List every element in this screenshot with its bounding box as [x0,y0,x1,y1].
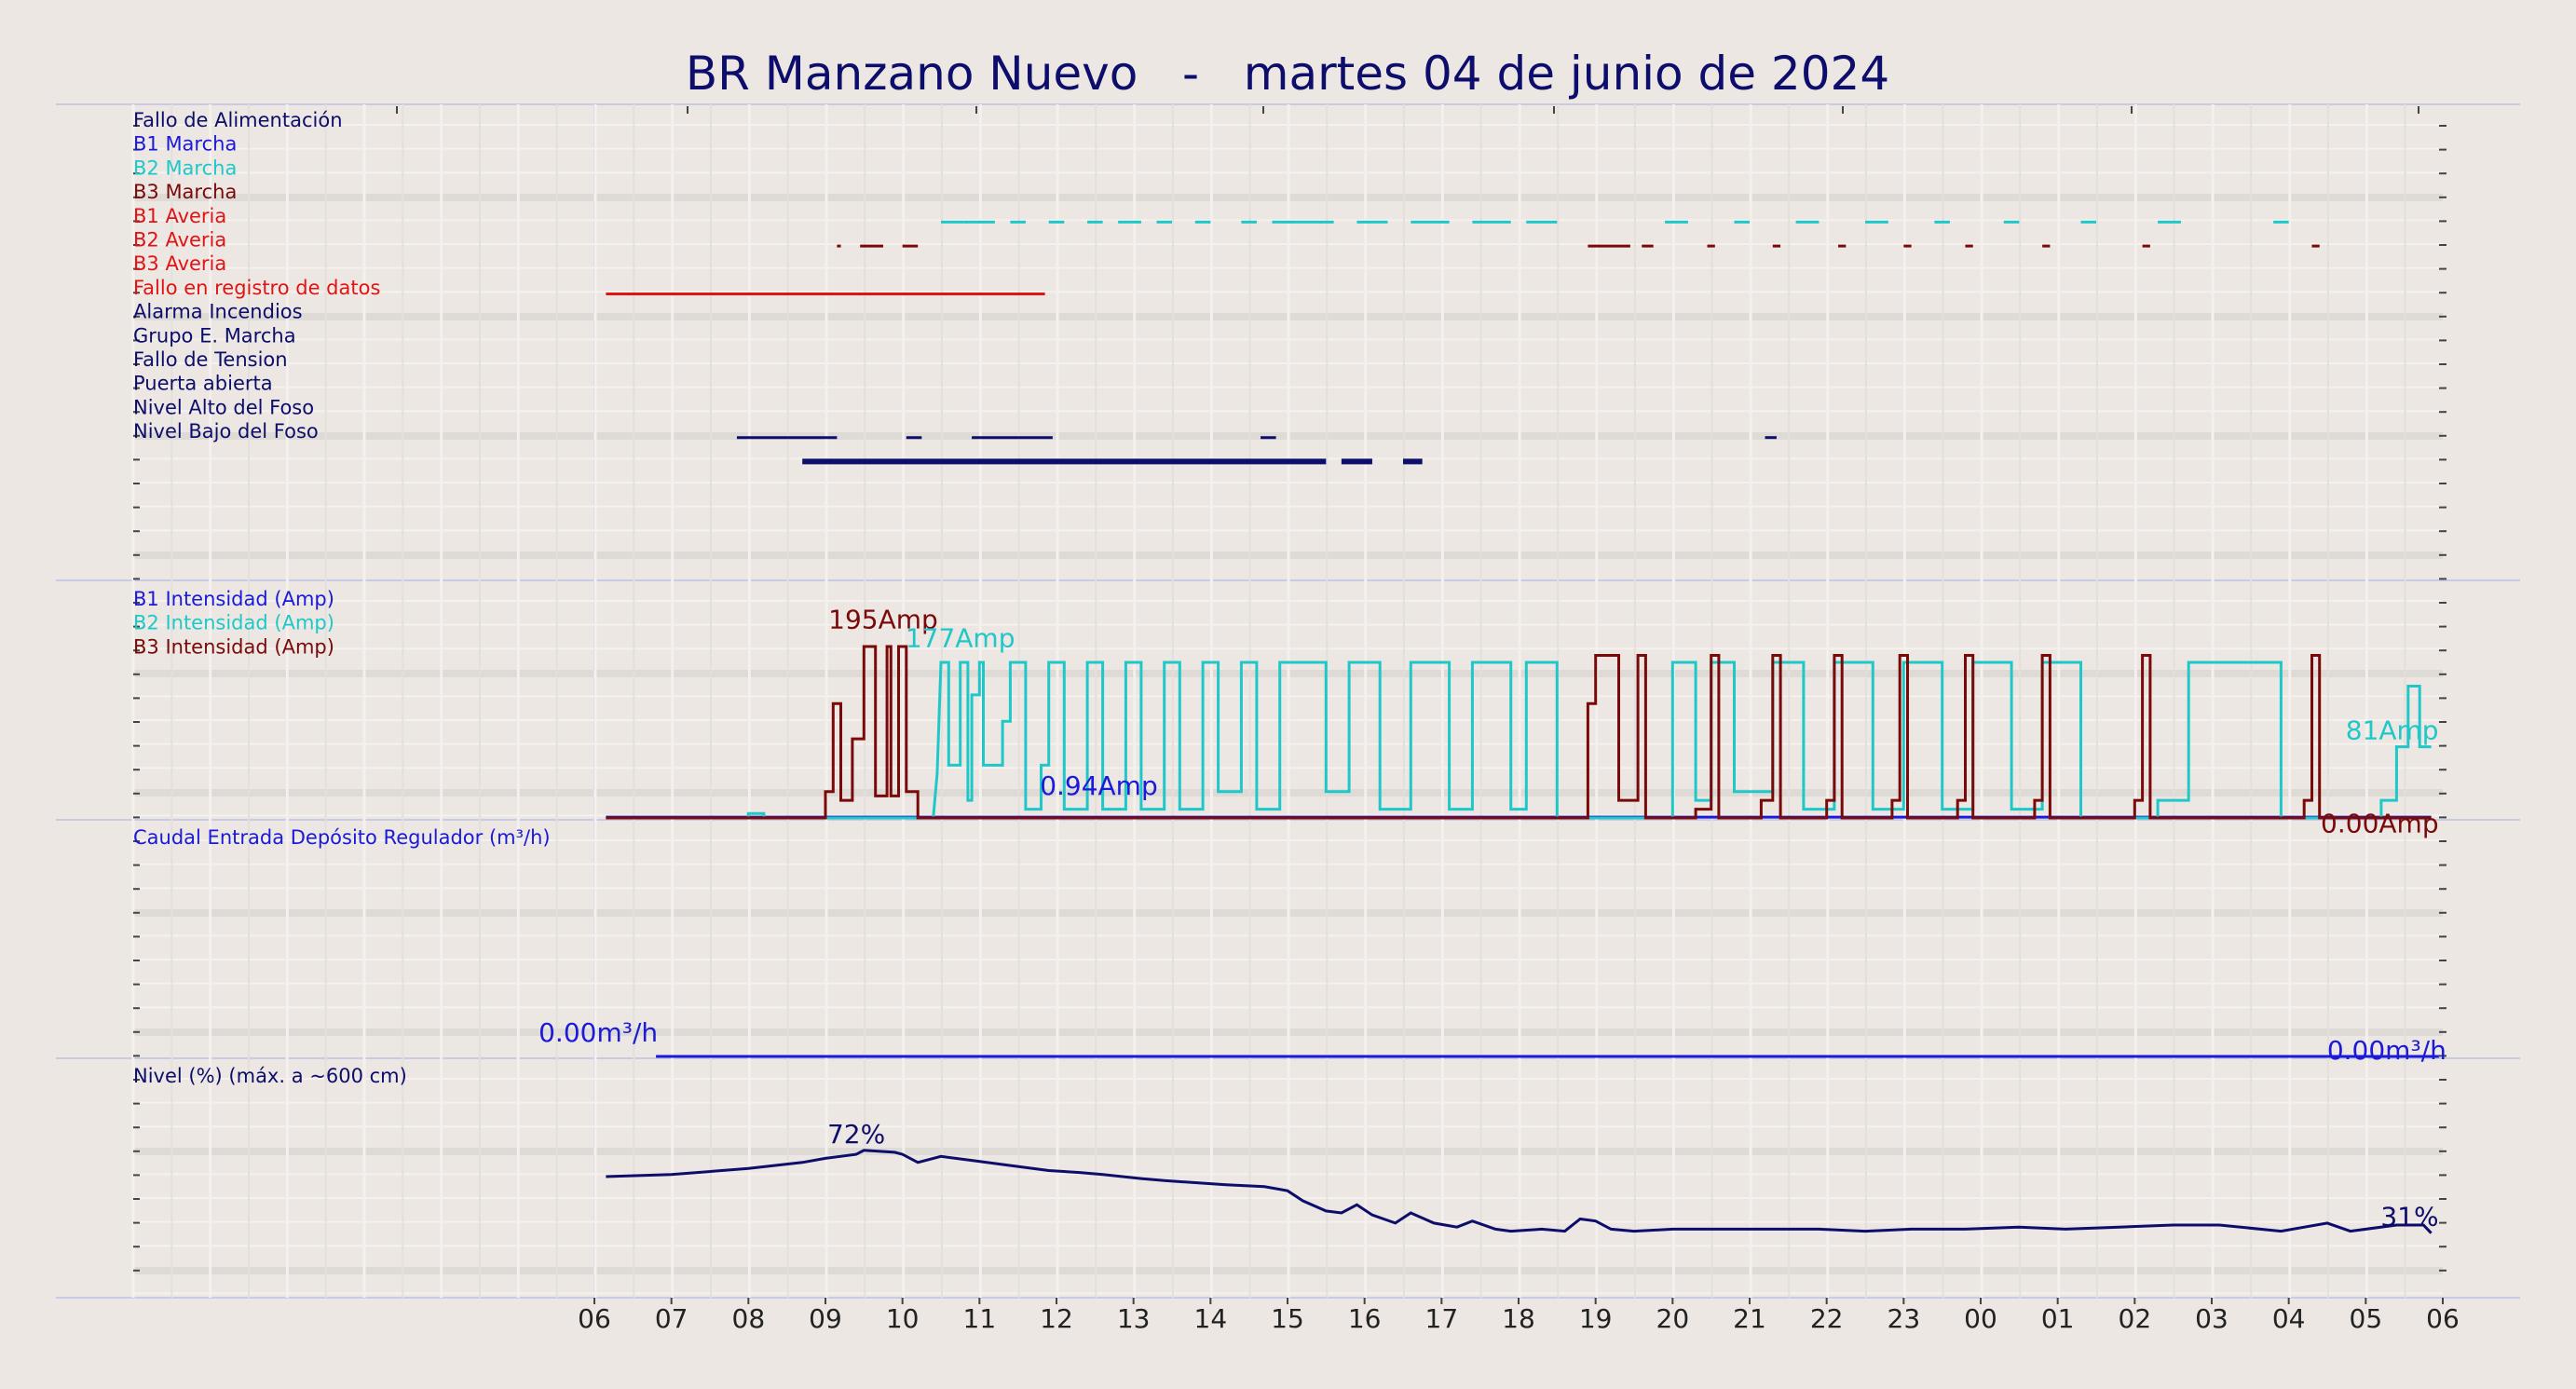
event-label: B2 Marcha [133,157,237,179]
event-label: Alarma Incendios [133,301,303,323]
data-annotation: 31% [2380,1202,2438,1232]
label-layer: 06 07 08 09 10 11 12 13 14 15 16 17 18 19 20 21 22 23 00 01… [133,109,2460,1334]
data-annotation: 0.94Amp [1040,770,1158,801]
data-annotation: 0.00m³/h [2327,1035,2447,1066]
x-tick-label: 08 [732,1303,766,1334]
event-label: Fallo en registro de datos [133,277,380,299]
series-line [606,660,2432,820]
x-tick-label: 09 [809,1303,842,1334]
x-tick-label: 06 [2426,1303,2460,1334]
data-annotation: 72% [827,1119,885,1150]
x-tick-label: 12 [1040,1303,1073,1334]
series-line [606,645,2432,820]
event-label: B2 Averia [133,229,226,252]
x-tick-label: 03 [2195,1303,2228,1334]
event-label: Fallo de Alimentación [133,109,343,131]
series-label: B1 Intensidad (Amp) [133,588,334,610]
x-tick-label: 14 [1194,1303,1228,1334]
event-label: B1 Averia [133,205,226,227]
event-label: Puerta abierta [133,373,273,395]
event-label: B3 Marcha [133,181,237,203]
data-annotation: 177Amp [906,623,1015,654]
x-tick-label: 06 [578,1303,611,1334]
grid-lines [131,104,2443,1298]
x-tick-label: 23 [1888,1303,1921,1334]
panel-ylabel: Nivel (%) (máx. a ~600 cm) [133,1065,407,1087]
data-annotation: 81Amp [2346,715,2439,746]
event-label: Nivel Bajo del Foso [133,420,319,443]
x-tick-label: 07 [655,1303,688,1334]
series-line [606,1149,2433,1234]
series-layer [606,220,2439,1234]
x-tick-label: 15 [1271,1303,1304,1334]
x-tick-label: 04 [2272,1303,2306,1334]
x-tick-label: 19 [1579,1303,1613,1334]
x-tick-label: 20 [1656,1303,1690,1334]
series-label: B3 Intensidad (Amp) [133,635,334,658]
event-label: Nivel Alto del Foso [133,396,314,418]
x-tick-label: 16 [1348,1303,1382,1334]
axis-ticks [133,106,2447,1304]
data-annotation: 0.00m³/h [538,1017,658,1048]
panel-ylabel: Caudal Entrada Depósito Regulador (m³/h) [133,826,551,849]
series-label: B2 Intensidad (Amp) [133,612,334,634]
x-tick-label: 11 [963,1303,997,1334]
event-label: B1 Marcha [133,133,237,156]
event-label: Grupo E. Marcha [133,324,296,347]
x-tick-label: 05 [2350,1303,2383,1334]
x-tick-label: 18 [1502,1303,1535,1334]
x-tick-label: 00 [1964,1303,1997,1334]
data-annotation: 195Amp [828,605,938,635]
event-label: Fallo de Tension [133,348,288,371]
x-tick-label: 21 [1733,1303,1766,1334]
event-label: B3 Averia [133,252,226,275]
x-tick-label: 02 [2119,1303,2152,1334]
data-annotation: 0.00Amp [2321,809,2439,839]
x-tick-label: 22 [1810,1303,1844,1334]
x-tick-label: 13 [1117,1303,1151,1334]
x-tick-label: 17 [1425,1303,1459,1334]
x-tick-label: 10 [886,1303,920,1334]
x-tick-label: 01 [2041,1303,2075,1334]
chart-title: BR Manzano Nuevo - martes 04 de junio de… [686,47,1889,101]
